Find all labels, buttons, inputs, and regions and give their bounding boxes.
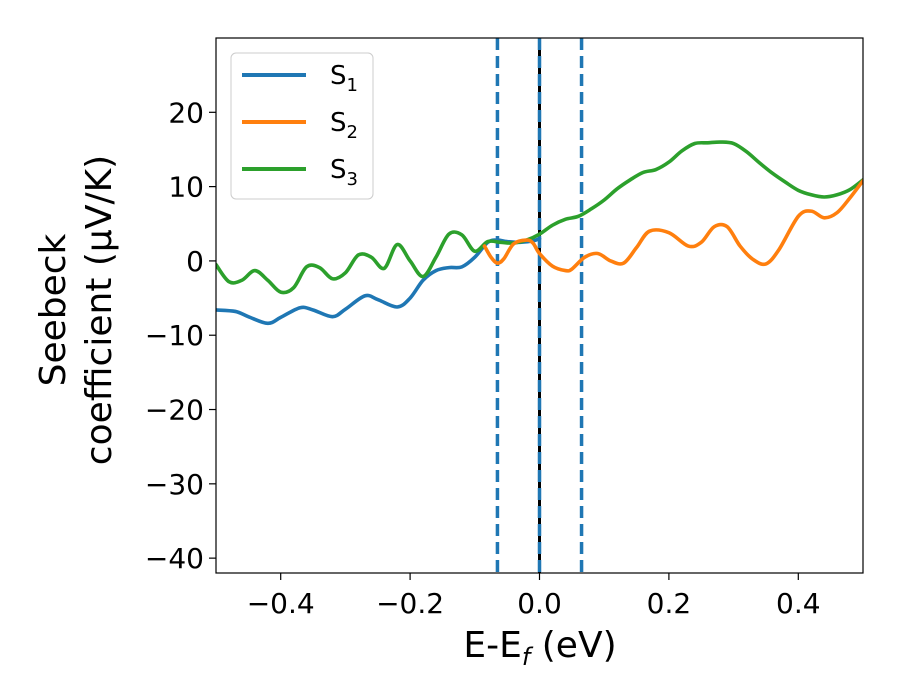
x-tick-label: −0.4 xyxy=(247,587,315,620)
y-tick-label: 10 xyxy=(168,171,204,204)
y-axis-label-line1: Seebeck xyxy=(33,233,74,386)
y-tick-label: 20 xyxy=(168,96,204,129)
y-tick-label: −20 xyxy=(145,394,204,427)
y-axis-label: Seebeck coefficient (μV/K) xyxy=(33,155,120,465)
x-tick-label: 0.4 xyxy=(776,587,821,620)
series-line-S2 xyxy=(482,178,863,273)
series-line-S1 xyxy=(216,236,542,326)
vertical-reference-lines xyxy=(495,38,584,573)
y-tick-label: −10 xyxy=(145,319,204,352)
x-axis-label-main: E-E xyxy=(463,625,521,666)
x-tick-label: 0.0 xyxy=(517,587,562,620)
y-axis-ticks: −40 −30 −20 −10 0 10 20 xyxy=(145,96,216,575)
x-axis-ticks: −0.4 −0.2 0.0 0.2 0.4 xyxy=(247,573,821,620)
legend: S1 S2 S3 xyxy=(230,52,374,200)
series-lines xyxy=(216,140,863,326)
x-axis-label: E-Ef (eV) xyxy=(463,625,616,671)
legend-box xyxy=(230,52,374,200)
legend-label-S1: S1 xyxy=(330,61,358,96)
legend-label-S3: S3 xyxy=(330,155,358,190)
x-axis-label-unit: (eV) xyxy=(530,625,616,666)
legend-label-S2: S2 xyxy=(330,108,358,143)
y-tick-label: −40 xyxy=(145,542,204,575)
x-tick-label: 0.2 xyxy=(647,587,692,620)
y-axis-label-line2: coefficient (μV/K) xyxy=(79,155,120,465)
y-tick-label: 0 xyxy=(186,245,204,278)
y-tick-label: −30 xyxy=(145,468,204,501)
series-line-S3 xyxy=(216,140,863,295)
x-tick-label: −0.2 xyxy=(376,587,444,620)
